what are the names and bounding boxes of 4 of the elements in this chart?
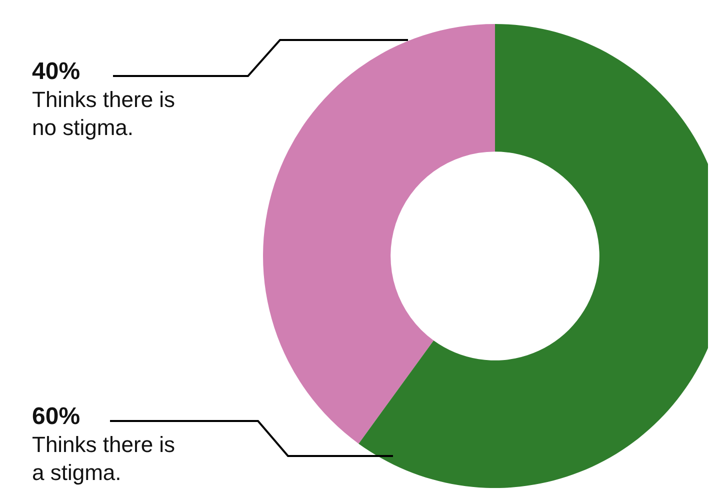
data-label: 60% [32,403,80,431]
slice-label: Thinks there is a stigma. [32,431,176,487]
data-label: 40% [32,58,80,86]
slice-label: Thinks there is no stigma. [32,86,176,142]
